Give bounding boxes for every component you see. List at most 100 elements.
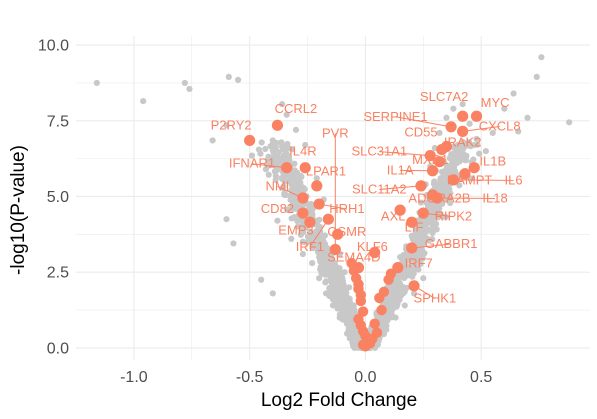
background-gene-point xyxy=(309,205,316,212)
gene-label: KLF6 xyxy=(357,239,388,254)
background-gene-point xyxy=(424,200,432,207)
background-gene-point xyxy=(278,101,286,108)
gene-label: LPAR1 xyxy=(306,163,346,178)
background-gene-point xyxy=(343,320,350,327)
background-gene-point xyxy=(269,137,276,144)
gene-label: CD82 xyxy=(261,201,294,216)
background-gene-point xyxy=(341,269,348,276)
background-gene-point xyxy=(248,152,256,159)
y-axis-ticks: 0.0 2.5 5.0 7.5 10.0 xyxy=(38,38,69,358)
background-gene-point xyxy=(460,145,467,152)
highlighted-gene-point xyxy=(311,180,323,192)
background-gene-point xyxy=(223,216,230,223)
background-gene-point xyxy=(288,206,296,213)
background-gene-point xyxy=(403,270,410,278)
background-gene-point xyxy=(345,295,352,302)
highlighted-gene-point xyxy=(426,165,439,177)
background-gene-point xyxy=(341,304,348,311)
gene-label: CXCL8 xyxy=(479,118,521,133)
highlighted-gene-point xyxy=(313,198,325,210)
background-gene-point xyxy=(318,266,325,273)
x-axis-ticks: -1.0 -0.5 0.0 0.5 xyxy=(120,369,492,386)
background-gene-point xyxy=(386,296,394,303)
background-gene-point xyxy=(515,128,522,135)
background-gene-point xyxy=(461,157,469,164)
background-gene-point xyxy=(429,203,436,210)
highlighted-genes xyxy=(244,110,483,352)
background-gene-point xyxy=(285,154,293,161)
background-gene-point xyxy=(274,217,281,224)
gene-label: NMI xyxy=(266,178,290,193)
background-gene-point xyxy=(459,151,466,158)
background-gene-point xyxy=(538,54,545,61)
background-gene-point xyxy=(434,205,441,212)
highlighted-gene-point xyxy=(415,180,427,192)
background-gene-point xyxy=(397,292,405,299)
gene-label: EMP3 xyxy=(278,222,313,237)
background-gene-point xyxy=(291,160,298,167)
background-gene-point xyxy=(424,235,431,242)
background-gene-point xyxy=(336,311,344,318)
background-gene-point xyxy=(394,278,401,285)
background-gene-point xyxy=(417,236,424,243)
background-gene-point xyxy=(501,105,508,112)
highlighted-gene-point xyxy=(297,192,309,204)
background-gene-point xyxy=(275,162,282,170)
background-gene-point xyxy=(93,79,100,87)
background-gene-point xyxy=(566,119,573,126)
x-tick-label: -1.0 xyxy=(120,369,148,386)
background-gene-point xyxy=(347,309,354,317)
gene-label: SLC31A1 xyxy=(351,144,407,159)
background-gene-point xyxy=(289,186,296,193)
background-gene-point xyxy=(459,101,466,108)
gene-label: SEMA4D xyxy=(327,250,380,265)
background-gene-point xyxy=(334,267,341,274)
background-gene-point xyxy=(277,139,284,146)
background-gene-point xyxy=(333,286,340,293)
background-gene-point xyxy=(288,235,295,242)
background-gene-point xyxy=(336,297,343,304)
background-gene-point xyxy=(346,284,353,291)
leader-line xyxy=(251,163,287,169)
highlighted-gene-point xyxy=(329,243,341,256)
background-gene-point xyxy=(350,302,357,309)
background-gene-point xyxy=(267,143,274,150)
highlighted-gene-point xyxy=(297,207,309,219)
background-gene-point xyxy=(408,232,415,239)
gene-label: OSMR xyxy=(327,224,366,239)
background-gene-point xyxy=(322,278,330,285)
background-gene-point xyxy=(234,76,242,84)
highlighted-gene-point xyxy=(281,162,293,174)
background-gene-point xyxy=(476,150,483,157)
background-gene-point xyxy=(265,171,272,178)
highlighted-gene-point xyxy=(371,327,383,338)
background-gene-point xyxy=(417,199,425,206)
gene-label: CCRL2 xyxy=(275,101,318,116)
gene-label: RIPK2 xyxy=(435,209,473,224)
gene-label: GABBR1 xyxy=(425,236,478,251)
gene-label: HRH1 xyxy=(329,201,364,216)
background-gene-point xyxy=(441,187,448,194)
highlighted-gene-point xyxy=(447,174,459,186)
highlighted-gene-point xyxy=(369,318,380,329)
background-gene-point xyxy=(284,206,291,213)
highlighted-gene-point xyxy=(271,119,284,131)
highlighted-gene-point xyxy=(459,168,471,180)
y-axis-title: -log10(P-value) xyxy=(8,145,29,275)
y-tick-label: 2.5 xyxy=(47,265,69,282)
background-gene-point xyxy=(271,147,278,154)
background-gene-point xyxy=(470,156,477,163)
gene-label: PVR xyxy=(322,125,349,140)
background-gene-point xyxy=(446,186,453,193)
background-gene-point xyxy=(230,240,237,247)
highlighted-gene-point xyxy=(431,192,443,204)
background-gene-point xyxy=(456,158,463,165)
leader-line xyxy=(437,197,496,200)
background-gene-point xyxy=(385,302,392,309)
background-gene-point xyxy=(186,85,193,93)
gene-label: SERPINE1 xyxy=(363,109,427,124)
background-gene-point xyxy=(334,305,341,312)
background-gene-point xyxy=(434,214,441,221)
gene-label: SLC7A2 xyxy=(420,89,468,104)
background-gene-point xyxy=(255,146,263,153)
